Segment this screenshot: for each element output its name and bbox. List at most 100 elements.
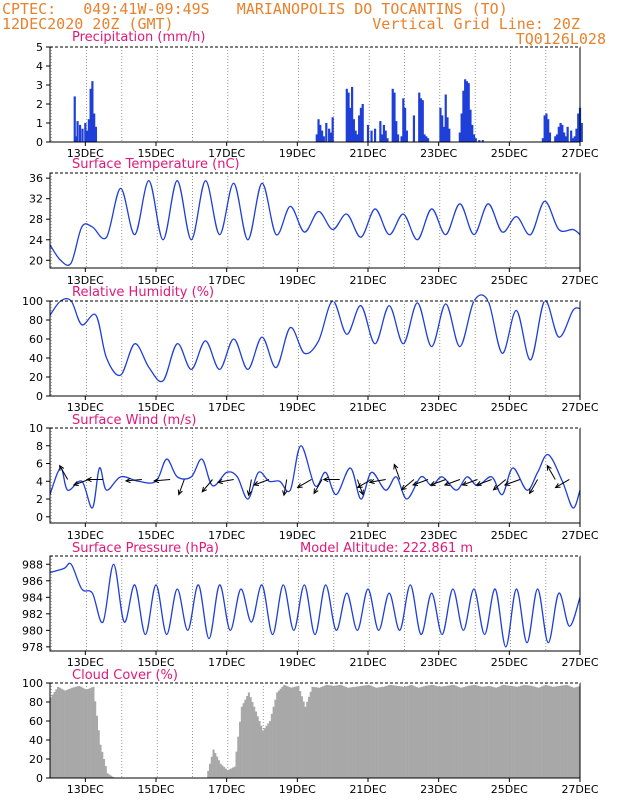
panel-frame	[49, 427, 581, 524]
cloud-bar	[571, 687, 574, 778]
precip-bar	[382, 124, 385, 142]
cloud-bar	[246, 696, 249, 778]
y-tick-label: 60	[29, 333, 43, 346]
precip-bar	[418, 92, 421, 142]
wind-arrow	[201, 479, 213, 493]
precip-bar	[75, 136, 78, 142]
cloud-bar	[392, 685, 395, 778]
precip-bar	[448, 128, 451, 142]
x-tick-label: 23DEC	[420, 656, 457, 669]
cloud-bar	[521, 685, 524, 778]
wind-arrow	[401, 479, 415, 491]
cloud-bar	[76, 686, 79, 778]
y-tick-label: 988	[22, 558, 43, 571]
cloud-bar	[451, 685, 454, 778]
cloud-bar	[103, 759, 106, 778]
cloud-bar	[551, 686, 554, 778]
cloud-bar	[498, 686, 501, 778]
x-tick-label: 21DEC	[349, 783, 386, 796]
cloud-bar	[111, 776, 114, 778]
x-tick-label: 19DEC	[279, 529, 316, 542]
cloud-bar	[60, 688, 63, 778]
precip-bar	[405, 130, 408, 142]
cloud-bar	[336, 685, 339, 778]
cloud-bar	[339, 684, 342, 778]
x-tick-label: 27DEC	[561, 529, 598, 542]
cloud-bar	[463, 686, 466, 778]
cloud-bar	[235, 751, 238, 778]
cloud-bar	[55, 689, 58, 778]
cloud-bar	[267, 723, 270, 778]
wind-arrow	[430, 479, 446, 486]
precip-bar	[349, 107, 352, 142]
precip-bar	[89, 88, 92, 142]
precip-bar	[319, 124, 322, 142]
precip-bar	[393, 92, 396, 142]
x-tick-label: 25DEC	[491, 529, 528, 542]
precip-bar	[460, 113, 463, 142]
x-tick-label: 23DEC	[420, 147, 457, 160]
cloud-bar	[493, 687, 496, 778]
precip-bar	[564, 136, 567, 142]
cloud-bar	[97, 730, 100, 778]
cloud-bar	[452, 684, 455, 778]
precip-bar	[465, 81, 469, 142]
y-tick-label: 1	[36, 117, 43, 130]
cloud-bar	[352, 687, 355, 778]
precip-bar	[359, 107, 363, 142]
series-line	[49, 294, 581, 383]
x-tick-label: 17DEC	[208, 529, 245, 542]
x-tick-label: 25DEC	[491, 147, 528, 160]
precip-bar	[386, 138, 389, 142]
cloud-bar	[101, 751, 104, 778]
precip-bar	[402, 98, 405, 142]
precip-bar	[345, 88, 348, 142]
cloud-bar	[438, 686, 441, 778]
precip-bar	[329, 132, 332, 142]
precip-bar	[548, 132, 552, 142]
cloud-bar	[459, 687, 462, 778]
cloud-bar	[341, 685, 344, 778]
cloud-bar	[345, 687, 348, 778]
x-tick-label: 19DEC	[279, 783, 316, 796]
cloud-bar	[424, 685, 427, 778]
precip-bar	[439, 107, 442, 142]
x-tick-label: 23DEC	[420, 783, 457, 796]
precip-bar	[474, 138, 477, 142]
wind-arrow-head	[72, 481, 79, 486]
precip-bar	[426, 138, 430, 142]
precip-bar	[328, 128, 331, 142]
cloud-bar	[306, 701, 309, 778]
cloud-bar	[368, 684, 371, 778]
cloud-bar	[567, 685, 570, 778]
wind-arrow	[154, 478, 171, 482]
cloud-bar	[228, 769, 231, 778]
cloud-bar	[440, 686, 443, 778]
cloud-bar	[295, 686, 298, 778]
precip-bar	[395, 121, 398, 142]
cloud-bar	[396, 685, 399, 778]
wind-arrow	[493, 479, 507, 491]
cloud-bar	[541, 686, 544, 778]
precip-bar	[559, 123, 562, 142]
cloud-bar	[546, 685, 549, 778]
x-tick-label: 27DEC	[561, 274, 598, 287]
cloud-bar	[65, 689, 68, 778]
cloud-bar	[94, 701, 97, 778]
wind-arrow-head	[443, 481, 450, 486]
cloud-bar	[251, 702, 254, 778]
precip-bar	[458, 132, 461, 142]
x-tick-label: 13DEC	[67, 656, 104, 669]
cloud-bar	[516, 686, 519, 778]
precip-bar	[541, 138, 544, 142]
cloud-bar	[408, 685, 411, 778]
series-line	[49, 445, 581, 509]
cloud-bar	[475, 685, 478, 778]
precip-bar	[315, 134, 318, 142]
wind-arrow-head	[282, 490, 288, 497]
cloud-bar	[509, 685, 512, 778]
cloud-bar	[240, 706, 243, 778]
y-tick-label: 5	[36, 41, 43, 54]
cloud-bar	[87, 688, 90, 778]
cloud-bar	[496, 687, 500, 778]
